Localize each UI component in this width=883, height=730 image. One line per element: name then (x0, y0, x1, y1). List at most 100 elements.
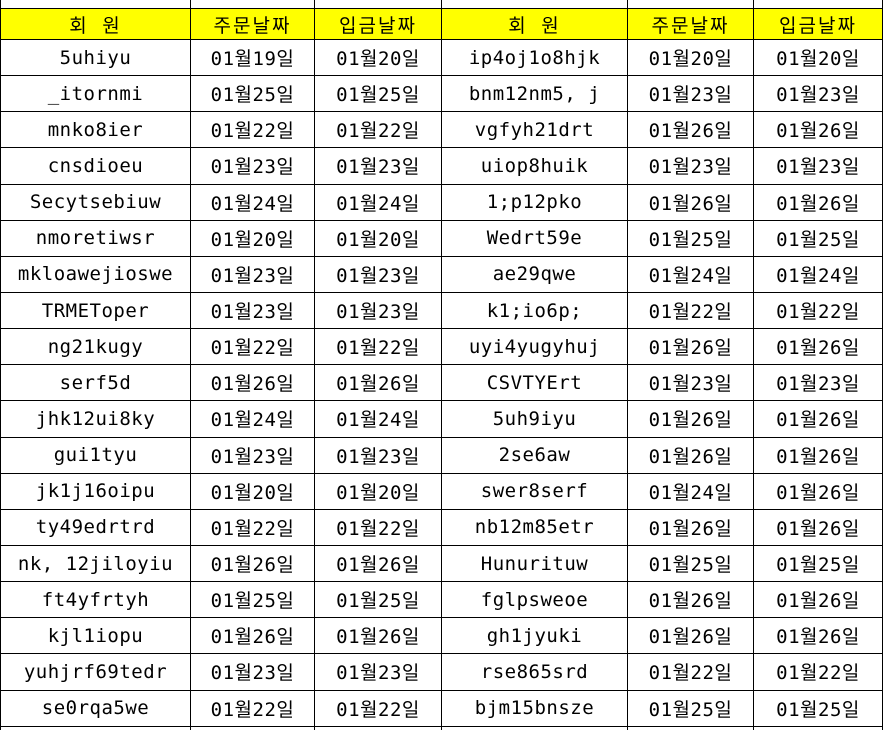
member-cell[interactable]: ng21kugy (0, 328, 191, 366)
deposit-date-cell[interactable]: 01월23일 (753, 147, 883, 185)
deposit-date-cell[interactable]: 01월26일 (753, 183, 883, 221)
deposit-date-cell[interactable]: 01월26일 (753, 400, 883, 438)
order-date-cell[interactable]: 01월23일 (627, 364, 754, 402)
deposit-date-cell[interactable]: 01월23일 (314, 291, 442, 330)
deposit-date-cell[interactable]: 01월23일 (753, 75, 883, 113)
empty-cell[interactable] (753, 0, 883, 9)
member-cell[interactable]: 5uhiyu (0, 38, 191, 77)
header-order-date-left[interactable]: 주문날짜 (190, 8, 315, 40)
member-cell[interactable]: vgfyh21drt (441, 111, 628, 149)
member-cell[interactable]: jk1j16oipu (0, 472, 191, 510)
order-date-cell[interactable]: 01월25일 (627, 219, 754, 257)
header-order-date-right[interactable]: 주문날짜 (627, 8, 754, 40)
order-date-cell[interactable]: 01월24일 (627, 255, 754, 293)
empty-cell[interactable] (0, 0, 191, 9)
empty-cell[interactable] (190, 0, 315, 9)
order-date-cell[interactable]: 01월26일 (627, 617, 754, 655)
deposit-date-cell[interactable]: 01월25일 (753, 689, 883, 727)
order-date-cell[interactable]: 01월26일 (627, 436, 754, 474)
order-date-cell[interactable]: 01월22일 (190, 328, 315, 366)
deposit-date-cell[interactable]: 01월22일 (314, 508, 442, 546)
empty-cell[interactable] (441, 725, 628, 730)
member-cell[interactable]: Hunurituw (441, 544, 628, 583)
deposit-date-cell[interactable]: 01월24일 (753, 255, 883, 293)
order-date-cell[interactable]: 01월22일 (190, 111, 315, 149)
order-date-cell[interactable]: 01월19일 (190, 38, 315, 77)
deposit-date-cell[interactable]: 01월26일 (753, 617, 883, 655)
deposit-date-cell[interactable]: 01월22일 (314, 328, 442, 366)
deposit-date-cell[interactable]: 01월22일 (314, 689, 442, 727)
member-cell[interactable]: swer8serf (441, 472, 628, 510)
order-date-cell[interactable]: 01월23일 (627, 147, 754, 185)
deposit-date-cell[interactable]: 01월26일 (753, 328, 883, 366)
order-date-cell[interactable]: 01월26일 (627, 183, 754, 221)
order-date-cell[interactable]: 01월22일 (190, 689, 315, 727)
member-cell[interactable]: kjl1iopu (0, 617, 191, 655)
order-date-cell[interactable]: 01월20일 (190, 219, 315, 257)
member-cell[interactable]: Wedrt59e (441, 219, 628, 257)
deposit-date-cell[interactable]: 01월26일 (753, 436, 883, 474)
order-date-cell[interactable]: 01월26일 (190, 544, 315, 583)
order-date-cell[interactable]: 01월26일 (627, 111, 754, 149)
member-cell[interactable]: uiop8huik (441, 147, 628, 185)
deposit-date-cell[interactable]: 01월20일 (314, 472, 442, 510)
member-cell[interactable]: yuhjrf69tedr (0, 653, 191, 691)
order-date-cell[interactable]: 01월23일 (190, 653, 315, 691)
order-date-cell[interactable]: 01월25일 (190, 581, 315, 619)
empty-cell[interactable] (190, 725, 315, 730)
deposit-date-cell[interactable]: 01월20일 (314, 219, 442, 257)
order-date-cell[interactable]: 01월23일 (190, 255, 315, 293)
deposit-date-cell[interactable]: 01월26일 (753, 111, 883, 149)
deposit-date-cell[interactable]: 01월20일 (753, 38, 883, 77)
header-member-left[interactable]: 회 원 (0, 8, 191, 40)
deposit-date-cell[interactable]: 01월26일 (314, 544, 442, 583)
member-cell[interactable]: gh1jyuki (441, 617, 628, 655)
order-date-cell[interactable]: 01월24일 (627, 472, 754, 510)
order-date-cell[interactable]: 01월22일 (627, 291, 754, 330)
header-deposit-date-right[interactable]: 입금날짜 (753, 8, 883, 40)
order-date-cell[interactable]: 01월26일 (190, 364, 315, 402)
member-cell[interactable]: TRMEToper (0, 291, 191, 330)
deposit-date-cell[interactable]: 01월20일 (314, 38, 442, 77)
member-cell[interactable]: mnko8ier (0, 111, 191, 149)
deposit-date-cell[interactable]: 01월26일 (314, 617, 442, 655)
order-date-cell[interactable]: 01월22일 (627, 653, 754, 691)
member-cell[interactable]: k1;io6p; (441, 291, 628, 330)
deposit-date-cell[interactable]: 01월23일 (314, 653, 442, 691)
order-date-cell[interactable]: 01월26일 (190, 617, 315, 655)
deposit-date-cell[interactable]: 01월26일 (753, 581, 883, 619)
empty-cell[interactable] (314, 0, 442, 9)
empty-cell[interactable] (441, 0, 628, 9)
header-deposit-date-left[interactable]: 입금날짜 (314, 8, 442, 40)
order-date-cell[interactable]: 01월26일 (627, 328, 754, 366)
empty-cell[interactable] (627, 725, 754, 730)
member-cell[interactable]: ip4oj1o8hjk (441, 38, 628, 77)
deposit-date-cell[interactable]: 01월22일 (753, 291, 883, 330)
deposit-date-cell[interactable]: 01월25일 (314, 75, 442, 113)
member-cell[interactable]: uyi4yugyhuj (441, 328, 628, 366)
deposit-date-cell[interactable]: 01월24일 (314, 183, 442, 221)
member-cell[interactable]: Secytsebiuw (0, 183, 191, 221)
member-cell[interactable]: ty49edrtrd (0, 508, 191, 546)
empty-cell[interactable] (0, 725, 191, 730)
member-cell[interactable]: _itornmi (0, 75, 191, 113)
order-date-cell[interactable]: 01월23일 (190, 291, 315, 330)
deposit-date-cell[interactable]: 01월25일 (753, 219, 883, 257)
member-cell[interactable]: se0rqa5we (0, 689, 191, 727)
order-date-cell[interactable]: 01월25일 (190, 75, 315, 113)
order-date-cell[interactable]: 01월24일 (190, 183, 315, 221)
member-cell[interactable]: cnsdioeu (0, 147, 191, 185)
header-member-right[interactable]: 회 원 (441, 8, 628, 40)
member-cell[interactable]: mkloawejioswe (0, 255, 191, 293)
member-cell[interactable]: rse865srd (441, 653, 628, 691)
deposit-date-cell[interactable]: 01월25일 (314, 581, 442, 619)
member-cell[interactable]: fglpsweoe (441, 581, 628, 619)
member-cell[interactable]: CSVTYErt (441, 364, 628, 402)
deposit-date-cell[interactable]: 01월23일 (753, 364, 883, 402)
order-date-cell[interactable]: 01월23일 (627, 75, 754, 113)
member-cell[interactable]: gui1tyu (0, 436, 191, 474)
deposit-date-cell[interactable]: 01월26일 (314, 364, 442, 402)
member-cell[interactable]: jhk12ui8ky (0, 400, 191, 438)
deposit-date-cell[interactable]: 01월26일 (753, 508, 883, 546)
order-date-cell[interactable]: 01월20일 (627, 38, 754, 77)
